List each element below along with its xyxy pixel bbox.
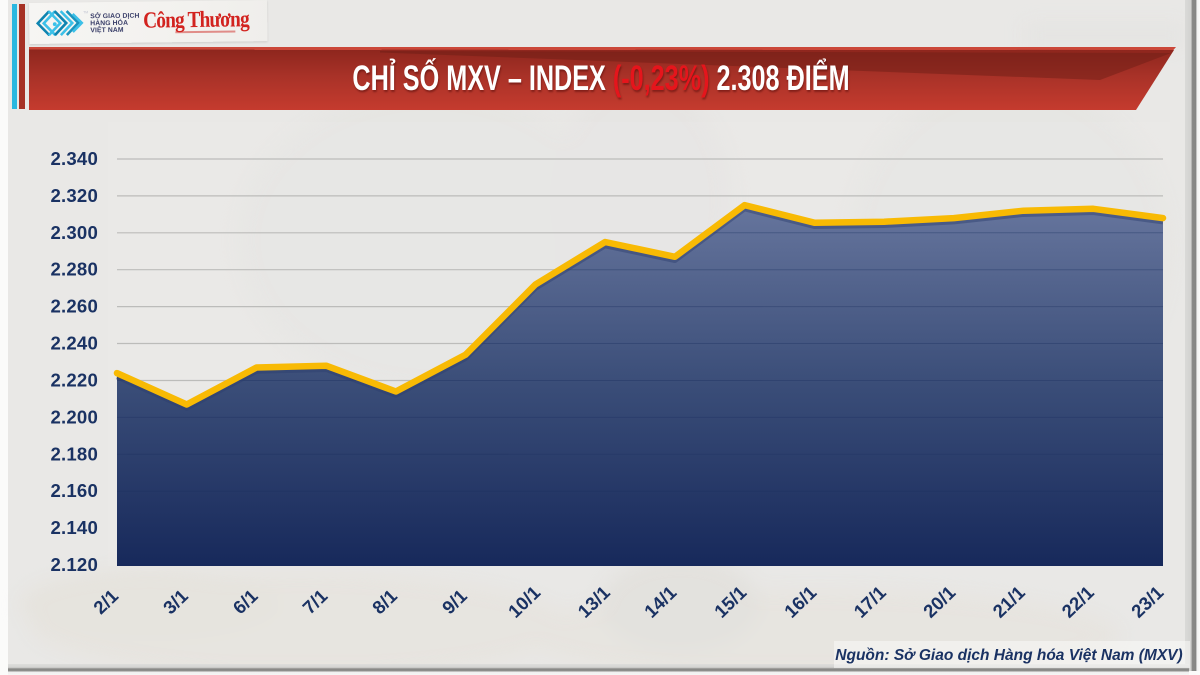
svg-text:23/1: 23/1	[1127, 582, 1167, 622]
svg-text:14/1: 14/1	[640, 582, 680, 622]
svg-text:16/1: 16/1	[780, 582, 820, 622]
svg-text:21/1: 21/1	[988, 582, 1028, 622]
svg-text:10/1: 10/1	[504, 582, 544, 622]
svg-text:9/1: 9/1	[438, 585, 471, 618]
svg-text:2.200: 2.200	[50, 406, 98, 427]
svg-text:2.340: 2.340	[50, 148, 98, 169]
svg-text:2/1: 2/1	[89, 585, 122, 618]
svg-text:20/1: 20/1	[919, 582, 959, 622]
svg-text:2.140: 2.140	[50, 517, 98, 538]
svg-text:3/1: 3/1	[159, 585, 192, 618]
svg-text:2.320: 2.320	[50, 185, 98, 206]
svg-text:2.240: 2.240	[50, 333, 98, 354]
svg-text:17/1: 17/1	[849, 582, 889, 622]
svg-text:2.120: 2.120	[50, 554, 98, 575]
svg-text:7/1: 7/1	[298, 585, 331, 618]
svg-text:2.180: 2.180	[50, 443, 98, 464]
svg-text:22/1: 22/1	[1057, 582, 1097, 622]
svg-text:13/1: 13/1	[574, 582, 614, 622]
svg-text:2.260: 2.260	[50, 296, 98, 317]
svg-text:TM: TM	[83, 10, 88, 14]
svg-text:6/1: 6/1	[229, 585, 262, 618]
svg-text:2.280: 2.280	[50, 259, 98, 280]
svg-text:2.160: 2.160	[50, 480, 98, 501]
svg-text:2.220: 2.220	[50, 370, 98, 391]
svg-text:8/1: 8/1	[368, 585, 401, 618]
svg-text:2.300: 2.300	[50, 222, 98, 243]
svg-text:15/1: 15/1	[710, 582, 750, 622]
